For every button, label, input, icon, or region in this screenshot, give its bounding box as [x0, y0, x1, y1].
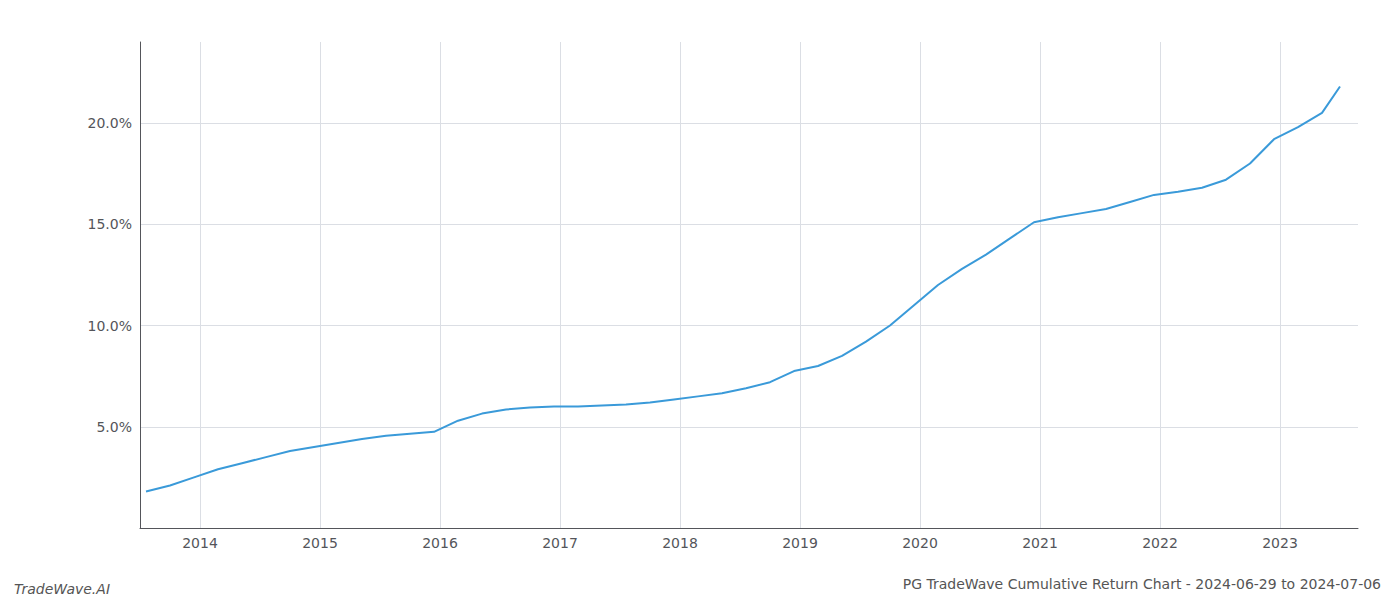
svg-text:5.0%: 5.0%	[96, 419, 132, 435]
svg-text:2015: 2015	[302, 535, 338, 551]
svg-text:10.0%: 10.0%	[88, 318, 132, 334]
svg-text:2022: 2022	[1142, 535, 1178, 551]
svg-text:2020: 2020	[902, 535, 938, 551]
svg-text:2016: 2016	[422, 535, 458, 551]
svg-text:2014: 2014	[182, 535, 218, 551]
svg-text:2021: 2021	[1022, 535, 1058, 551]
svg-text:2017: 2017	[542, 535, 578, 551]
svg-text:15.0%: 15.0%	[88, 216, 132, 232]
svg-text:TradeWave.AI: TradeWave.AI	[14, 581, 110, 597]
svg-text:2018: 2018	[662, 535, 698, 551]
svg-text:2023: 2023	[1262, 535, 1298, 551]
svg-text:2019: 2019	[782, 535, 818, 551]
svg-text:20.0%: 20.0%	[88, 115, 132, 131]
svg-text:PG TradeWave Cumulative Return: PG TradeWave Cumulative Return Chart - 2…	[903, 576, 1381, 592]
